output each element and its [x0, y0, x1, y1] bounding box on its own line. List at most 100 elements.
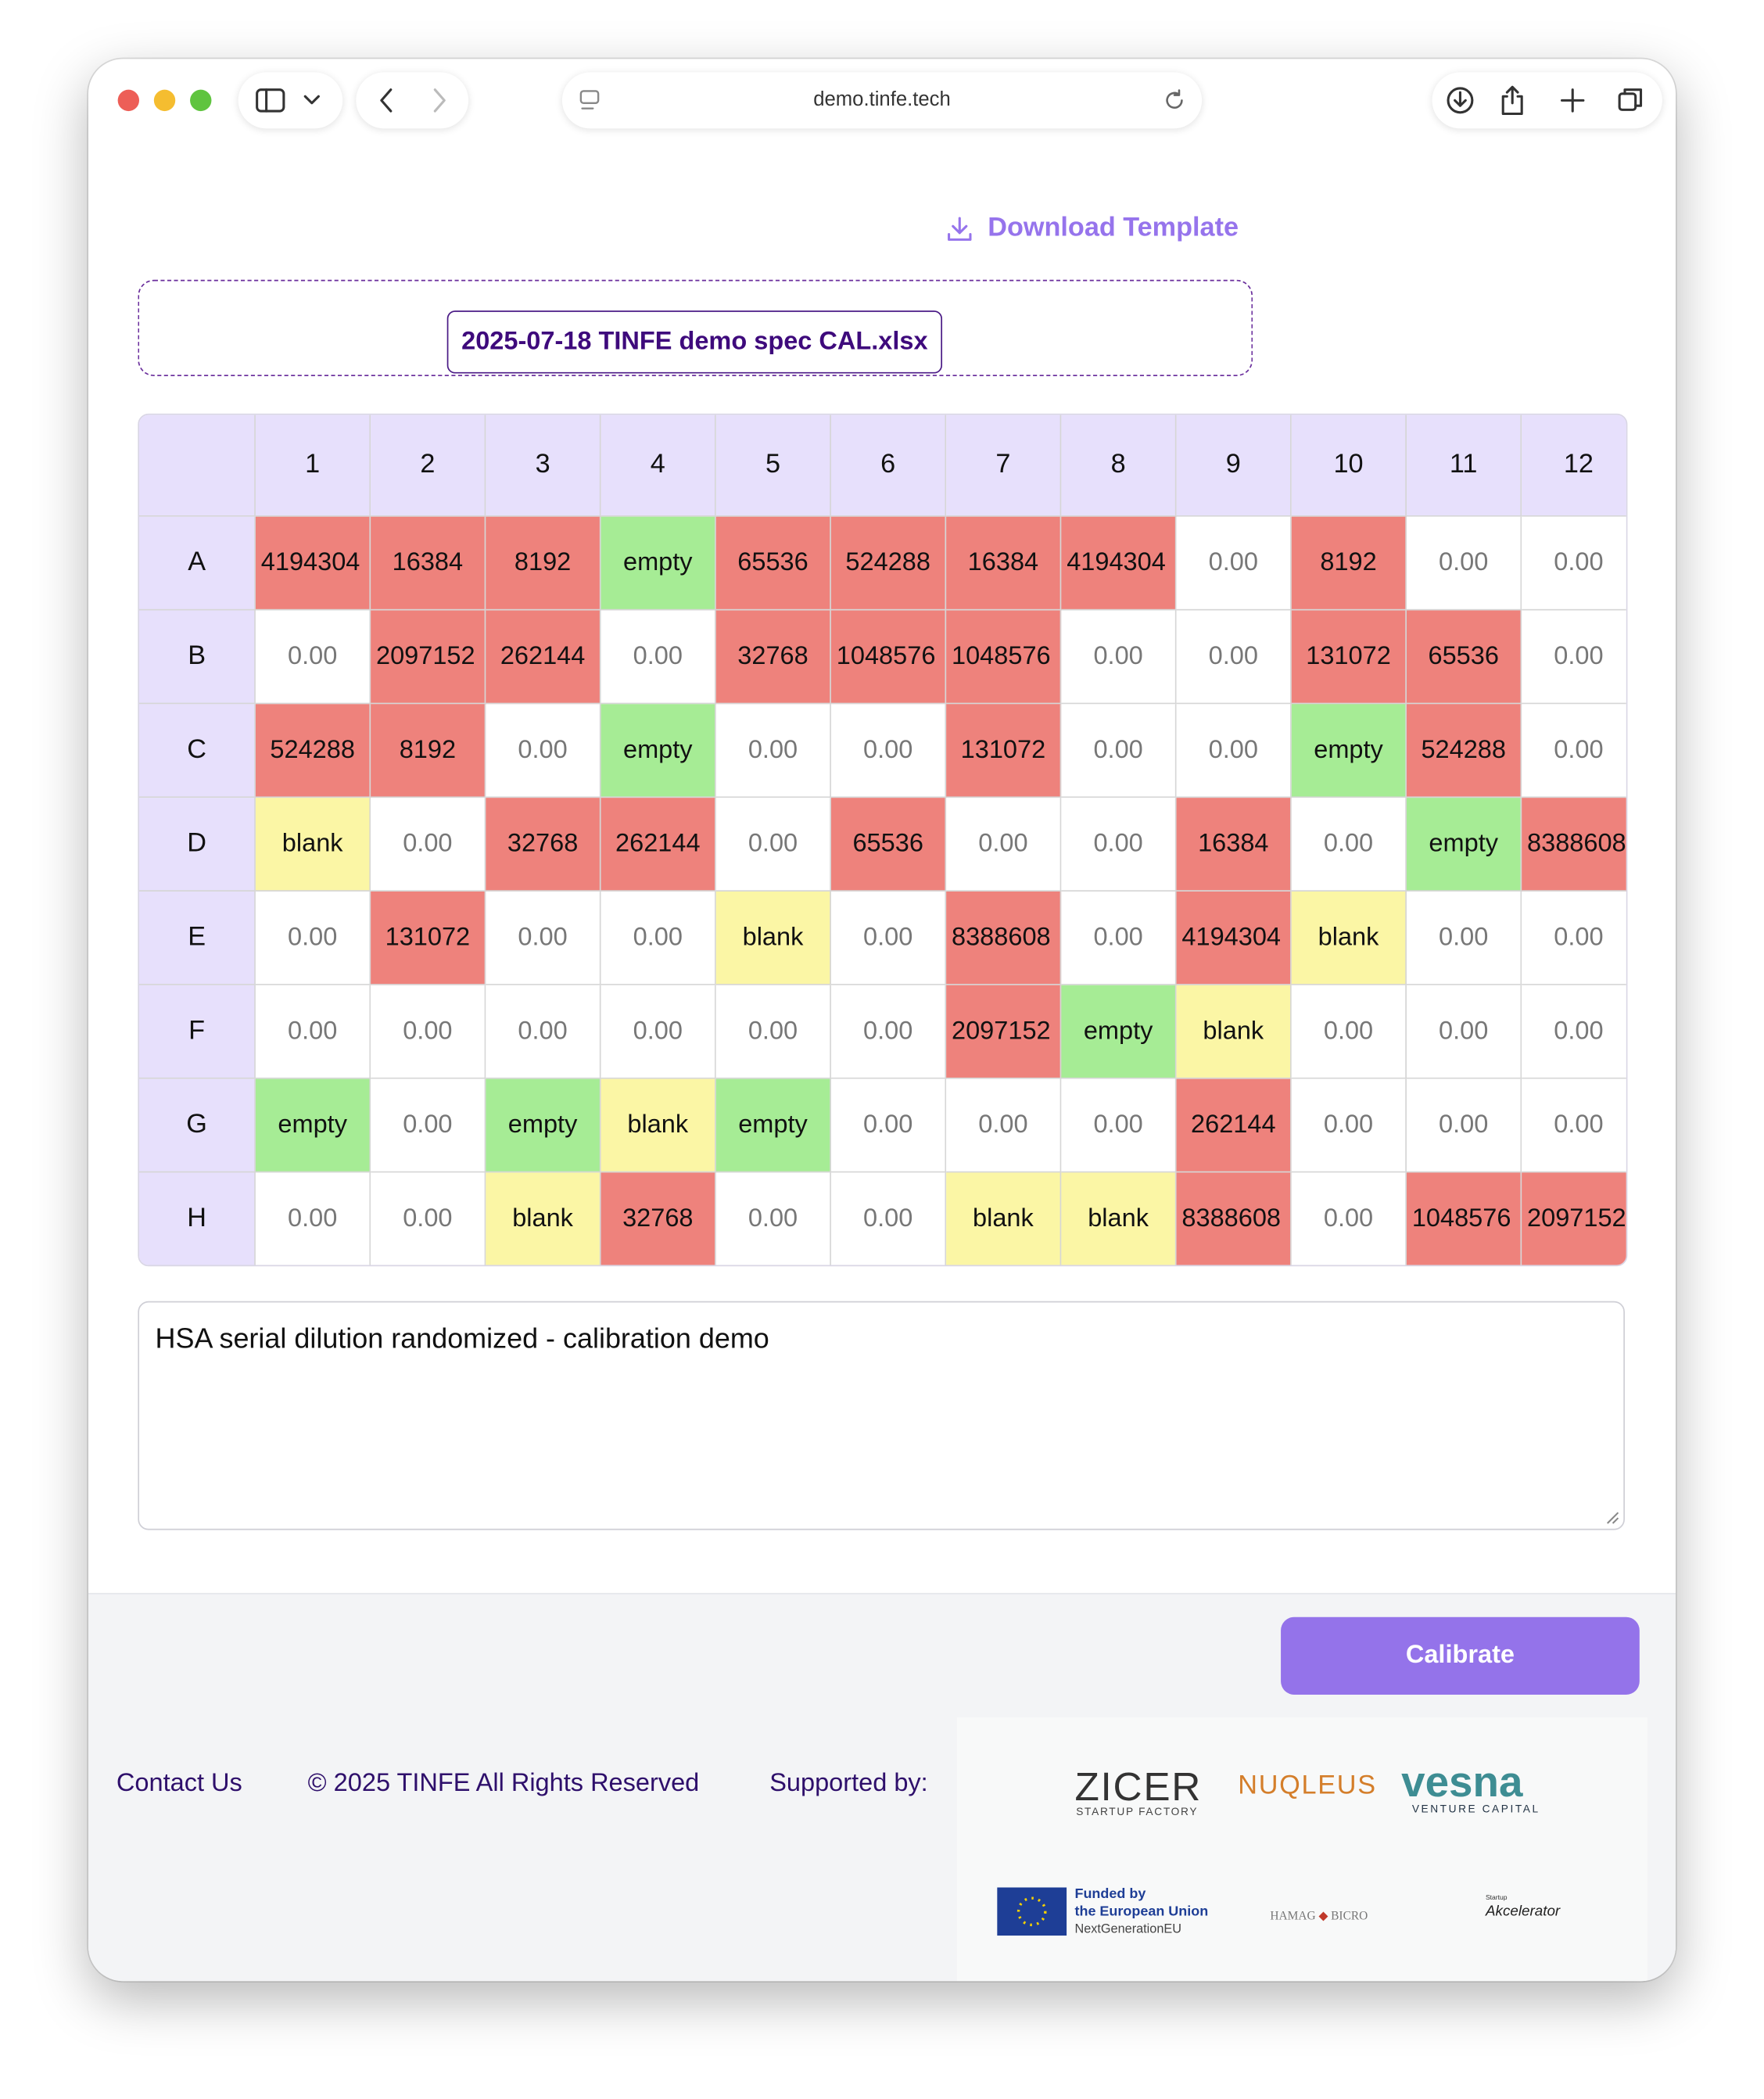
row-header: H — [139, 1172, 256, 1265]
plate-cell: 4194304 — [1061, 516, 1177, 611]
plate-cell: blank — [715, 891, 831, 985]
calibrate-button[interactable]: Calibrate — [1281, 1616, 1640, 1695]
page-icon — [579, 90, 600, 109]
plate-cell: 2097152 — [371, 610, 486, 705]
plate-cell: 8388608 — [1522, 798, 1626, 892]
toolbar-icons — [1447, 85, 1643, 116]
plate-cell: 4194304 — [255, 516, 371, 611]
nav-icons — [380, 88, 446, 113]
row-header: B — [139, 610, 256, 705]
plate-cell: 0.00 — [715, 985, 831, 1079]
plate-cell: 0.00 — [255, 1172, 371, 1265]
column-header: 1 — [255, 414, 371, 517]
vesna-logo: vesna — [1401, 1757, 1523, 1807]
plate-cell: 0.00 — [1061, 1078, 1177, 1173]
nuqleus-logo: NUQLEUS — [1238, 1771, 1377, 1801]
eu-line: NextGenerationEU — [1074, 1921, 1181, 1937]
plate-cell: 524288 — [830, 516, 947, 611]
eu-line: Funded by — [1074, 1886, 1146, 1903]
plate-cell: 65536 — [715, 516, 831, 611]
plate-cell: 0.00 — [1406, 1078, 1522, 1173]
plate-cell: 524288 — [255, 704, 371, 798]
plate-cell: blank — [1176, 985, 1292, 1079]
file-dropzone[interactable]: 2025-07-18 TINFE demo spec CAL.xlsx — [138, 279, 1253, 376]
bicro-text: BICRO — [1331, 1908, 1368, 1922]
row-header: A — [139, 516, 256, 611]
copyright: © 2025 TINFE All Rights Reserved — [307, 1769, 700, 1798]
plate-cell: 16384 — [946, 516, 1062, 611]
plate-cell: 4194304 — [1176, 891, 1292, 985]
plate-cell: 16384 — [371, 516, 486, 611]
plate-cell: empty — [1291, 704, 1407, 798]
plate-cell: 0.00 — [1522, 516, 1626, 611]
plate-cell: empty — [1061, 985, 1177, 1079]
plate-cell: 262144 — [1176, 1078, 1292, 1173]
notes-text: HSA serial dilution randomized - calibra… — [155, 1323, 769, 1355]
plate-cell: 1048576 — [830, 610, 947, 705]
plate-cell: 65536 — [830, 798, 947, 892]
plate-cell: 0.00 — [255, 891, 371, 985]
plate-cell: 65536 — [1406, 610, 1522, 705]
plate-cell: 0.00 — [371, 1172, 486, 1265]
plate-cell: 0.00 — [715, 704, 831, 798]
corner-header — [139, 414, 256, 517]
eu-text: Funded by the European Union NextGenerat… — [1074, 1886, 1208, 1939]
row-header: D — [139, 798, 256, 892]
plate-cell: blank — [486, 1172, 601, 1265]
browser-window: demo.tinfe.tech Download Template 2025-0… — [88, 59, 1676, 1982]
download-template-link[interactable]: Download Template — [945, 213, 1239, 243]
notes-textarea[interactable]: HSA serial dilution randomized - calibra… — [138, 1301, 1625, 1530]
plate-cell: 0.00 — [1291, 1078, 1407, 1173]
download-icon — [948, 216, 972, 241]
plate-cell: blank — [946, 1172, 1062, 1265]
plate-cell: 0.00 — [946, 1078, 1062, 1173]
minimize-button[interactable] — [153, 89, 176, 112]
plate-cell: 2097152 — [946, 985, 1062, 1079]
sidebar-icon — [256, 88, 320, 113]
plate-cell: 0.00 — [830, 1078, 947, 1173]
contact-link[interactable]: Contact Us — [116, 1769, 242, 1798]
column-header: 5 — [715, 414, 831, 517]
plate-cell: 0.00 — [1522, 704, 1626, 798]
plate-cell: blank — [1061, 1172, 1177, 1265]
eu-line: the European Union — [1074, 1903, 1209, 1920]
plate-cell: 0.00 — [1176, 704, 1292, 798]
row-header: F — [139, 985, 256, 1079]
download-template-text: Download Template — [988, 213, 1239, 242]
vesna-sub: VENTURE CAPITAL — [1411, 1803, 1540, 1816]
plate-cell: 0.00 — [486, 704, 601, 798]
column-header: 10 — [1291, 414, 1407, 517]
plate-cell: 0.00 — [1291, 985, 1407, 1079]
toolbar-actions[interactable] — [1432, 72, 1662, 129]
plate-cell: 8388608 — [1176, 1172, 1292, 1265]
plate-cell: empty — [715, 1078, 831, 1173]
plate-cell: 0.00 — [1406, 516, 1522, 611]
reload-icon[interactable] — [1162, 87, 1189, 113]
plate-cell: 0.00 — [1061, 610, 1177, 705]
plate-cell: 0.00 — [1061, 891, 1177, 985]
url: demo.tinfe.tech — [813, 88, 951, 112]
close-button[interactable] — [117, 89, 140, 112]
plate-cell: 0.00 — [830, 704, 947, 798]
sponsor-logos: ZICER STARTUP FACTORY NUQLEUS vesna VENT… — [956, 1717, 1648, 1982]
plate-cell: 8192 — [1291, 516, 1407, 611]
plate-cell: 0.00 — [1291, 798, 1407, 892]
file-name: 2025-07-18 TINFE demo spec CAL.xlsx — [446, 310, 943, 374]
plate-cell: 32768 — [486, 798, 601, 892]
sidebar-button[interactable] — [238, 72, 343, 129]
column-header: 9 — [1176, 414, 1292, 517]
nav-buttons[interactable] — [356, 72, 469, 129]
plate-cell: 0.00 — [830, 891, 947, 985]
plate-table: 1 2 3 4 5 6 7 8 9 10 11 12 A 4194304 16384 8192 empty 655… — [138, 413, 1628, 1267]
resize-handle — [1607, 1512, 1619, 1524]
address-bar[interactable]: demo.tinfe.tech — [561, 72, 1203, 129]
plate-cell: 2097152 — [1522, 1172, 1626, 1265]
row-header: C — [139, 704, 256, 798]
plate-cell: 0.00 — [1061, 798, 1177, 892]
eu-flag — [997, 1887, 1067, 1936]
plate-cell: 0.00 — [486, 985, 601, 1079]
hamag-logo: HAMAG ◆ BICRO — [1270, 1908, 1368, 1922]
plate-cell: 0.00 — [946, 798, 1062, 892]
zoom-button[interactable] — [190, 89, 212, 112]
